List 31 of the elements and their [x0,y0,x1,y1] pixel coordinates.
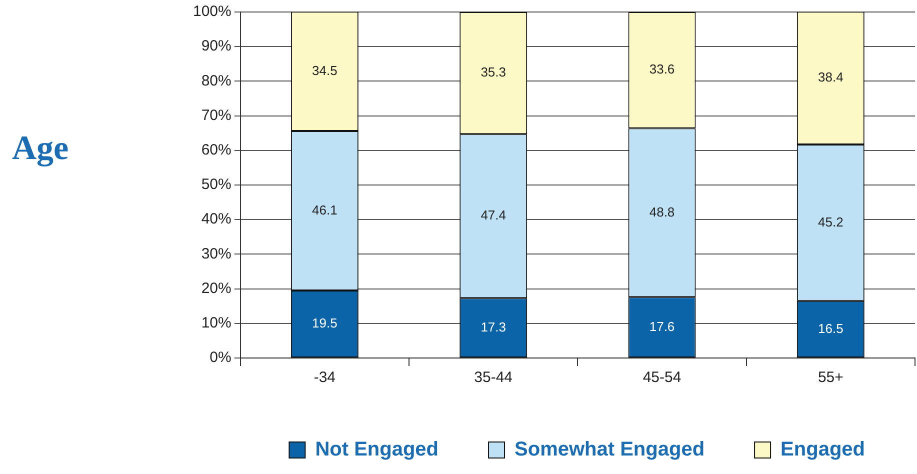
data-label: 33.6 [649,62,675,77]
data-label: 16.5 [818,320,844,336]
data-label: 35.3 [480,64,506,80]
data-label: 48.8 [649,204,675,220]
legend-label: Somewhat Engaged [514,438,705,461]
y-tick-label: 10% [201,314,232,332]
data-label: 47.4 [480,208,506,223]
y-tick-label: 20% [201,280,232,297]
data-label: 17.6 [649,318,675,334]
x-tick-label: -34 [314,369,336,386]
y-tick-label: 50% [201,176,232,194]
text: Age [12,130,69,168]
data-label: 38.4 [818,70,844,85]
data-label: 45.2 [818,214,844,230]
y-tick-label: 100% [192,3,232,20]
y-tick-label: 90% [201,38,232,55]
y-tick-label: 0% [210,349,232,366]
y-tick-label: 30% [201,245,232,262]
legend-label: Not Engaged [315,438,439,461]
x-tick-label: 45-54 [642,369,682,386]
y-tick-label: 40% [201,210,232,228]
y-tick-label: 70% [201,106,232,124]
y-tick-label: 80% [201,72,232,90]
data-label: 34.5 [312,62,338,78]
x-tick-label: 55+ [818,369,844,386]
data-label: 46.1 [312,202,338,218]
x-tick-label: 35-44 [474,369,513,386]
data-label: 17.3 [480,319,506,334]
legend-label: Engaged [780,438,865,461]
y-tick-label: 60% [201,142,232,159]
data-label: 19.5 [312,316,338,331]
